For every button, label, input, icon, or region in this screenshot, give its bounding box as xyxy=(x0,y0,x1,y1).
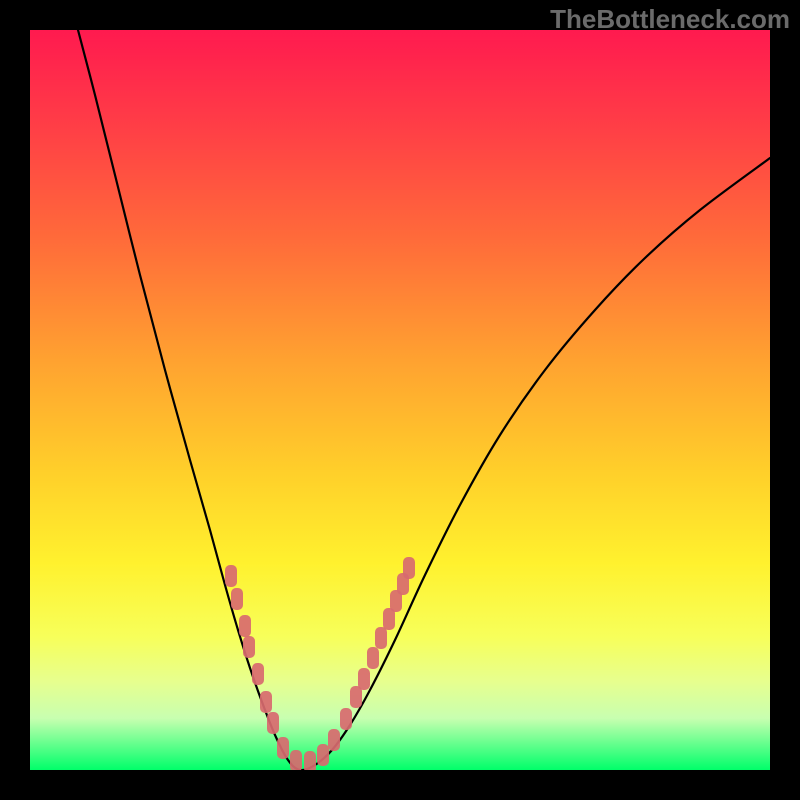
data-point-marker xyxy=(243,636,255,658)
data-point-marker xyxy=(350,686,362,708)
data-point-markers xyxy=(225,557,415,773)
data-point-marker xyxy=(267,712,279,734)
watermark-text: TheBottleneck.com xyxy=(550,4,790,35)
data-point-marker xyxy=(328,729,340,751)
data-point-marker xyxy=(252,663,264,685)
data-point-marker xyxy=(260,691,272,713)
chart-frame: TheBottleneck.com xyxy=(0,0,800,800)
bottleneck-curve xyxy=(78,30,770,770)
data-point-marker xyxy=(231,588,243,610)
data-point-marker xyxy=(225,565,237,587)
data-point-marker xyxy=(277,737,289,759)
data-point-marker xyxy=(317,744,329,766)
data-point-marker xyxy=(375,627,387,649)
data-point-marker xyxy=(239,615,251,637)
data-point-marker xyxy=(304,751,316,773)
data-point-marker xyxy=(367,647,379,669)
data-point-marker xyxy=(403,557,415,579)
data-point-marker xyxy=(290,750,302,772)
data-point-marker xyxy=(358,668,370,690)
chart-svg-layer xyxy=(0,0,800,800)
data-point-marker xyxy=(340,708,352,730)
